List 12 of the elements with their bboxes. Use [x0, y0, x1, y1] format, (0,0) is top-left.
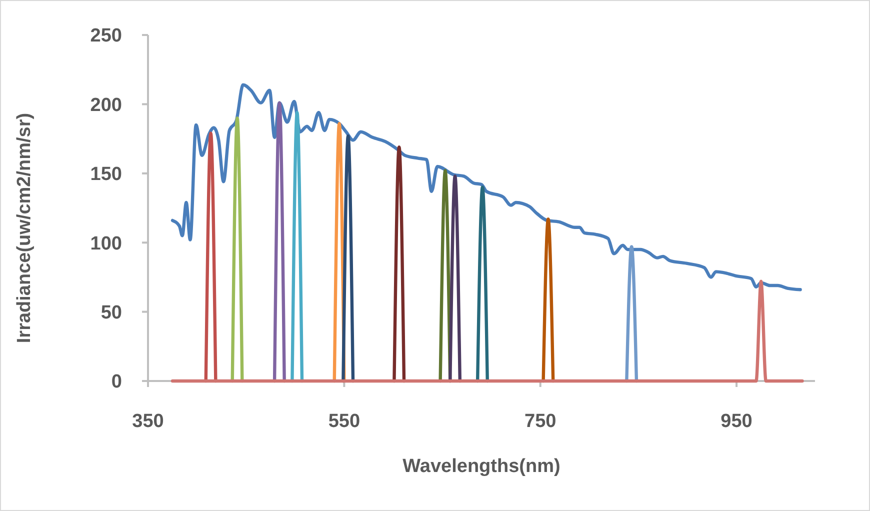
y-tick-label: 50: [100, 302, 122, 324]
y-tick-label: 0: [111, 372, 122, 393]
y-tick-label: 200: [90, 94, 122, 116]
x-tick-label: 350: [132, 411, 164, 432]
x-tick-label: 750: [524, 411, 556, 432]
x-tick-label: 550: [328, 411, 360, 432]
y-tick-label: 100: [90, 233, 122, 254]
y-axis-title: Irradiance(uw/cm2/nm/sr): [14, 112, 35, 344]
x-axis-title: Wavelengths(nm): [402, 456, 560, 477]
x-tick-label: 950: [720, 411, 752, 432]
y-tick-label: 150: [90, 164, 122, 186]
y-tick-label: 250: [90, 26, 122, 47]
